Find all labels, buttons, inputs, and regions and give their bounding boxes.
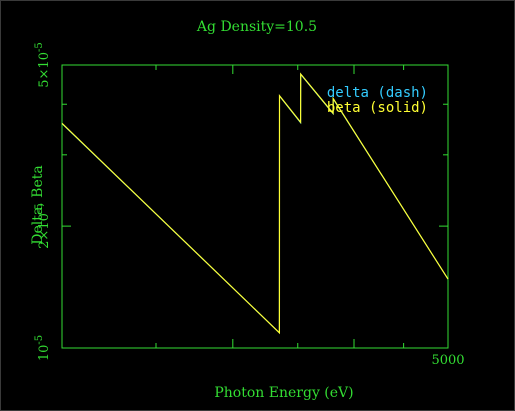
legend: delta (dash)beta (solid) xyxy=(327,85,428,116)
y-axis-label: Delta, Beta xyxy=(30,165,46,244)
tick-labels: 5000 10-5 2×10-5 5×10-5 xyxy=(34,42,465,368)
axis-ticks xyxy=(62,64,449,349)
chart-title: Ag Density=10.5 xyxy=(196,19,317,35)
y-tick-label: 10-5 xyxy=(34,335,52,361)
svg-text:2×10-5: 2×10-5 xyxy=(34,203,52,248)
series-layer xyxy=(61,72,449,335)
legend-entry: beta (solid) xyxy=(327,100,428,116)
svg-text:5×10-5: 5×10-5 xyxy=(34,42,52,87)
y-tick-label: 5×10-5 xyxy=(34,42,52,87)
x-tick-label: 5000 xyxy=(431,353,464,368)
beta-series-line xyxy=(61,72,449,335)
svg-text:10-5: 10-5 xyxy=(34,335,52,361)
legend-entry: delta (dash) xyxy=(327,85,428,101)
plot-area-frame xyxy=(61,64,449,349)
x-axis-label: Photon Energy (eV) xyxy=(214,385,353,401)
y-tick-label: 2×10-5 xyxy=(34,203,52,248)
